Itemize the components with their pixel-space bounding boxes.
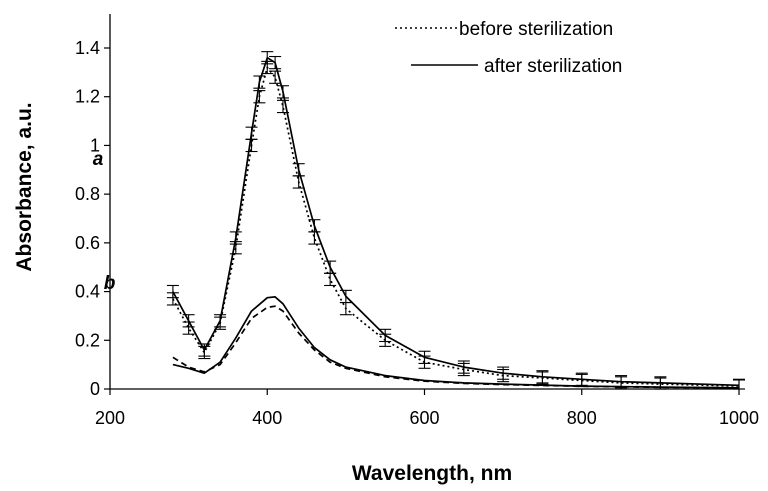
error-bar [253,90,266,104]
y-axis-title: Absorbance, a.u. [13,102,36,271]
error-bar [457,362,470,377]
error-bar [166,292,179,306]
axes [109,14,739,390]
x-tick-label: 400 [252,408,282,428]
error-bar [276,99,289,114]
error-bar [308,231,321,245]
error-bar [536,371,549,385]
x-tick-label: 1000 [719,408,759,428]
series-line-a-dotted [172,66,740,387]
y-tick-label: 0 [90,379,100,399]
error-bar [379,333,392,347]
error-bar [214,316,227,330]
x-axis-title: Wavelength, nm [352,462,512,485]
y-tick-label: 1.4 [75,38,100,58]
error-bar [269,70,282,84]
y-tick-label: 1 [90,135,100,155]
error-bar [269,55,282,70]
error-bar [229,241,242,255]
x-tick-label: 600 [409,408,439,428]
y-tick-label: 0.6 [75,233,100,253]
series-line-b-dashed [172,305,740,389]
error-bar [497,368,510,383]
series-line-b-solid [172,296,740,389]
error-bar [261,60,274,75]
error-bar [253,75,266,89]
legend: before sterilization after sterilization [395,19,622,77]
error-bar [276,85,289,99]
curve-label-a: a [93,149,104,170]
legend-label-after: after sterilization [484,56,622,77]
error-bar [245,138,258,153]
y-tick-label: 0.8 [75,184,100,204]
error-bar [245,126,258,140]
error-bar [182,321,195,335]
y-tick-label: 1.2 [75,87,100,107]
x-tick-label: 200 [95,408,125,428]
error-bar [198,345,211,360]
curve-label-b: b [104,273,116,294]
error-bar [292,175,305,189]
ticks: 0 0.2 0.4 0.6 0.8 1 1.2 1.4 200 400 600 800 1000 [75,38,759,428]
error-bar [292,163,305,177]
error-bar [324,272,337,287]
plot-area [166,51,745,390]
x-tick-label: 800 [567,408,597,428]
y-tick-label: 0.4 [75,282,100,302]
error-bar [418,355,431,369]
error-bar [339,301,352,316]
legend-label-before: before sterilization [459,19,613,40]
y-tick-label: 0.2 [75,330,100,350]
